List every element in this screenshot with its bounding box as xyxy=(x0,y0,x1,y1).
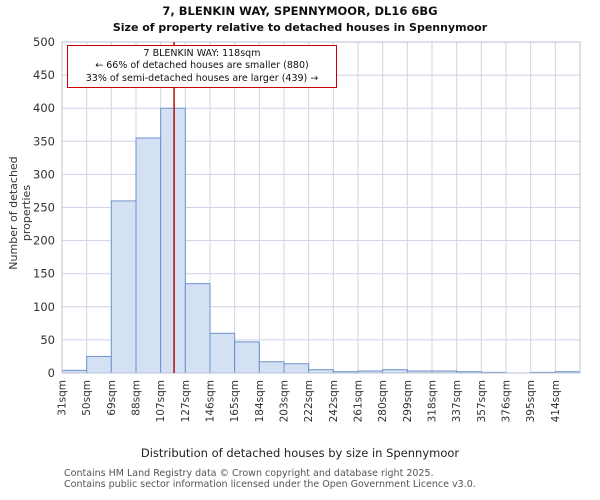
x-tick-label: 261sqm xyxy=(353,380,365,422)
x-tick-label: 337sqm xyxy=(451,380,463,422)
histogram-bar xyxy=(110,200,137,374)
x-tick-label: 395sqm xyxy=(525,380,537,422)
plot-border xyxy=(61,41,581,374)
x-tick-label: 299sqm xyxy=(402,380,414,422)
x-tick-label: 50sqm xyxy=(81,380,93,416)
x-tick-label: 31sqm xyxy=(57,380,69,416)
x-tick-label: 127sqm xyxy=(180,380,192,422)
y-tick-label: 150 xyxy=(33,267,55,281)
x-tick-label: 165sqm xyxy=(229,380,241,422)
footer-copyright-line1: Contains HM Land Registry data © Crown c… xyxy=(64,468,434,479)
y-tick-label: 450 xyxy=(33,68,55,82)
histogram-bar xyxy=(160,107,186,374)
histogram-bar xyxy=(86,355,112,374)
y-tick-label: 250 xyxy=(33,201,55,215)
x-tick-label: 318sqm xyxy=(427,380,439,422)
x-tick-label: 357sqm xyxy=(476,380,488,422)
x-tick-label: 69sqm xyxy=(106,380,118,416)
chart-title: 7, BLENKIN WAY, SPENNYMOOR, DL16 6BG xyxy=(162,4,438,18)
x-axis-label: Distribution of detached houses by size … xyxy=(140,446,460,460)
y-tick-label: 50 xyxy=(40,333,55,347)
x-tick-label: 222sqm xyxy=(303,380,315,422)
y-tick-label: 300 xyxy=(33,167,55,181)
annotation-smaller: ← 66% of detached houses are smaller (88… xyxy=(95,60,309,72)
x-tick-label: 88sqm xyxy=(131,380,143,416)
annotation-property: 7 BLENKIN WAY: 118sqm xyxy=(143,48,261,59)
y-tick-label: 400 xyxy=(33,101,55,115)
x-tick-label: 242sqm xyxy=(328,380,340,422)
property-annotation-box: 7 BLENKIN WAY: 118sqm ← 66% of detached … xyxy=(67,45,337,89)
annotation-larger: 33% of semi-detached houses are larger (… xyxy=(85,72,319,84)
x-tick-label: 107sqm xyxy=(155,380,167,422)
y-tick-label: 0 xyxy=(48,366,55,380)
histogram-bar xyxy=(184,283,211,374)
chart-subtitle: Size of property relative to detached ho… xyxy=(112,21,488,34)
histogram-bar xyxy=(258,361,285,374)
x-tick-label: 376sqm xyxy=(501,380,513,422)
histogram-bar xyxy=(209,332,236,374)
y-tick-label: 200 xyxy=(33,234,55,248)
footer-copyright-line2: Contains public sector information licen… xyxy=(64,479,476,490)
x-tick-label: 203sqm xyxy=(279,380,291,422)
histogram-bar xyxy=(234,341,260,374)
histogram-bar xyxy=(283,363,310,374)
y-tick-label: 100 xyxy=(33,300,55,314)
x-tick-label: 414sqm xyxy=(550,380,562,422)
y-tick-label: 500 xyxy=(33,35,55,49)
x-tick-label: 280sqm xyxy=(377,380,389,422)
x-tick-label: 184sqm xyxy=(254,380,266,422)
histogram-bar xyxy=(135,137,162,374)
x-tick-label: 146sqm xyxy=(205,380,217,422)
y-tick-label: 350 xyxy=(33,134,55,148)
